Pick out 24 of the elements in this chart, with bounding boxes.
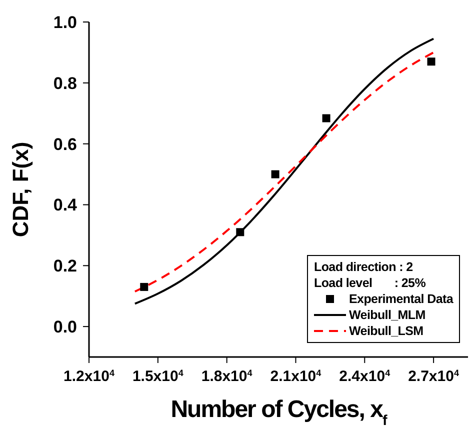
annotation: Load direction : 2 (314, 259, 414, 275)
legend-label: Experimental Data (349, 291, 453, 307)
annotation: Load level : 25% (314, 275, 427, 291)
x-tick-label: 1.2x10$^{4}$ (64, 368, 114, 385)
y-axis-title: CDF, F(x) (8, 142, 33, 238)
legend-label: Weibull_LSM (349, 323, 424, 339)
point (236, 228, 244, 236)
x-tick-label: 2.4x10$^{4}$ (339, 368, 390, 385)
x-tick-label: 1.5x10$^{4}$ (132, 368, 184, 385)
y-tick-label: 0.6 (53, 134, 77, 154)
point (322, 114, 330, 122)
x-tick-label: 2.1x10$^{4}$ (270, 368, 322, 385)
x-axis-title: Number of Cycles, x$_{f}$ (170, 396, 388, 429)
y-tick-label: 0.8 (53, 74, 77, 93)
x-tick-label: 1.8x10$^{4}$ (201, 368, 252, 385)
point (140, 282, 148, 291)
legend-label: Weibull_MLM (349, 307, 426, 323)
y-tick-label: 0.2 (53, 256, 77, 276)
y-tick-label: 1.0 (53, 13, 77, 32)
point (427, 58, 436, 66)
x-tick-label: 2.7x10$^{4}$ (408, 368, 459, 385)
point (271, 170, 280, 178)
y-tick-label: 0.0 (53, 318, 77, 337)
y-tick-label: 0.4 (53, 196, 78, 215)
